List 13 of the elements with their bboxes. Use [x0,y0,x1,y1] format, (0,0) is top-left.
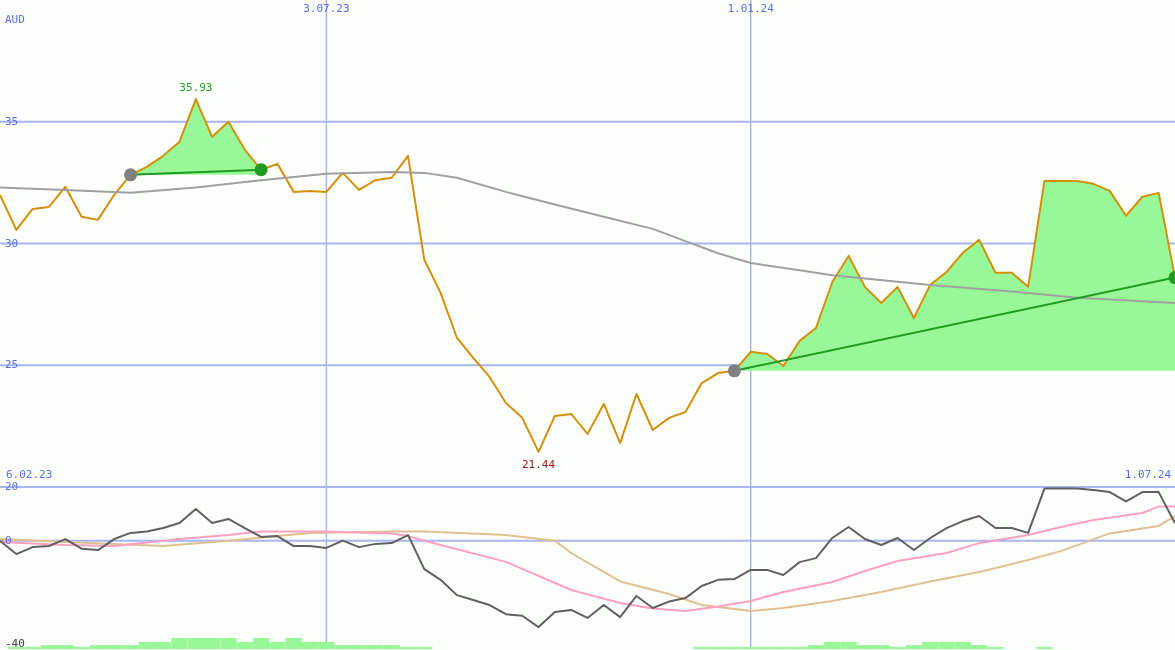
x-tick-label: 3.07.23 [303,2,350,15]
y-tick-label: 35 [5,114,19,128]
annotation: 6.02.23 [6,468,53,481]
y-axis-title: AUD [5,13,25,26]
annotation: 1.07.24 [1124,468,1172,481]
annotation: 35.93 [179,81,213,95]
y-tick-label: 20 [5,480,19,493]
x-tick-label: 1.01.24 [727,2,775,15]
y-tick-label: 30 [5,236,19,250]
y-tick-label: 0 [5,533,12,547]
annotation: 21.44 [521,457,556,471]
y-tick-label: 25 [5,358,19,372]
y-tick-label: -40 [5,637,25,650]
